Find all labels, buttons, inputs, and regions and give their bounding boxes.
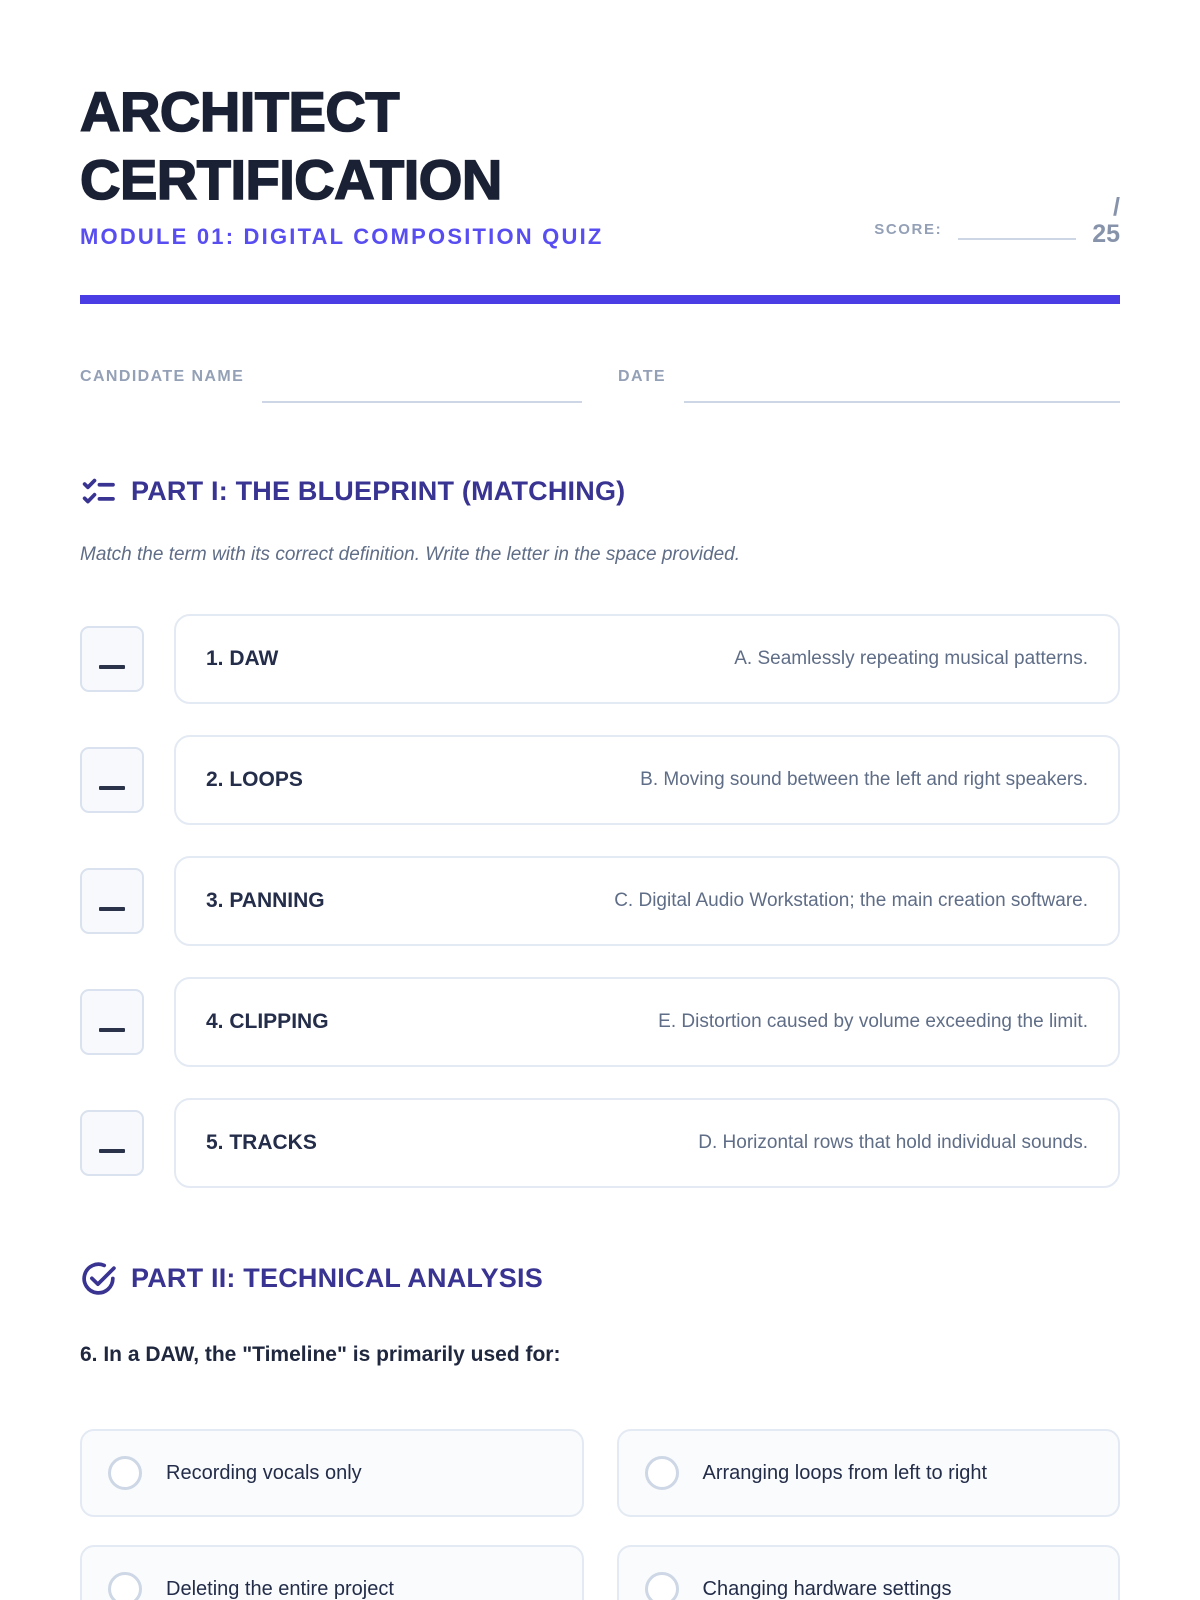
definition-label: C. Digital Audio Workstation; the main c… <box>614 890 1088 911</box>
score-slash: / <box>1113 193 1120 221</box>
option-deleting-project[interactable]: Deleting the entire project <box>80 1545 584 1600</box>
answer-box-5[interactable] <box>80 1110 144 1176</box>
match-card-4: 4. CLIPPING E. Distortion caused by volu… <box>174 977 1120 1067</box>
title-line-2: CERTIFICATION <box>79 147 503 212</box>
part1-instruction: Match the term with its correct definiti… <box>80 544 741 565</box>
answer-box-1[interactable] <box>80 626 144 692</box>
option-label: Changing hardware settings <box>702 1577 952 1600</box>
score-input-blank[interactable] <box>958 210 1077 240</box>
match-row-2: 2. LOOPS B. Moving sound between the lef… <box>80 735 1120 825</box>
answer-box-3[interactable] <box>80 868 144 934</box>
answer-box-2[interactable] <box>80 747 144 813</box>
option-label: Recording vocals only <box>166 1461 362 1484</box>
date-field: DATE <box>618 368 1120 403</box>
radio-button-icon[interactable] <box>644 1456 679 1490</box>
score-block: SCORE: / 25 <box>874 194 1120 248</box>
date-label: DATE <box>618 368 666 385</box>
question-6-options: Recording vocals only Arranging loops fr… <box>80 1429 1120 1600</box>
module-subtitle: MODULE 01: DIGITAL COMPOSITION QUIZ <box>80 224 604 249</box>
match-card-2: 2. LOOPS B. Moving sound between the lef… <box>174 735 1120 825</box>
candidate-fields: CANDIDATE NAME DATE <box>80 368 1120 403</box>
score-label: SCORE: <box>874 221 943 238</box>
blank-dash <box>99 786 125 790</box>
blank-dash <box>99 1149 125 1153</box>
option-arranging-loops[interactable]: Arranging loops from left to right <box>616 1429 1120 1517</box>
term-label: 5. TRACKS <box>206 1131 317 1154</box>
blank-dash <box>99 1028 125 1032</box>
definition-label: E. Distortion caused by volume exceeding… <box>658 1011 1088 1032</box>
radio-button-icon[interactable] <box>108 1456 142 1490</box>
part1-title: PART I: THE BLUEPRINT (MATCHING) <box>131 476 626 506</box>
date-blank[interactable] <box>683 368 1120 403</box>
score-max: 25 <box>1092 220 1120 248</box>
option-changing-hardware[interactable]: Changing hardware settings <box>616 1545 1120 1600</box>
part2-title: PART II: TECHNICAL ANALYSIS <box>131 1263 543 1293</box>
score-total: / 25 <box>1092 194 1120 248</box>
option-label: Arranging loops from left to right <box>702 1461 988 1484</box>
header: ARCHITECT CERTIFICATION MODULE 01: DIGIT… <box>79 78 1120 250</box>
matching-list: 1. DAW A. Seamlessly repeating musical p… <box>80 614 1120 1188</box>
candidate-name-blank[interactable] <box>262 368 582 403</box>
checklist-icon <box>82 478 115 504</box>
definition-label: B. Moving sound between the left and rig… <box>640 769 1088 790</box>
answer-box-4[interactable] <box>80 989 144 1055</box>
definition-label: D. Horizontal rows that hold individual … <box>698 1132 1088 1153</box>
definition-label: A. Seamlessly repeating musical patterns… <box>734 648 1088 669</box>
header-divider <box>80 295 1120 304</box>
term-label: 2. LOOPS <box>206 768 303 791</box>
part1-heading: PART I: THE BLUEPRINT (MATCHING) <box>80 473 1120 510</box>
term-label: 4. CLIPPING <box>206 1010 329 1033</box>
option-label: Deleting the entire project <box>166 1577 394 1600</box>
match-row-4: 4. CLIPPING E. Distortion caused by volu… <box>80 977 1120 1067</box>
page-title: ARCHITECT CERTIFICATION <box>79 78 1120 214</box>
match-card-1: 1. DAW A. Seamlessly repeating musical p… <box>174 614 1120 704</box>
match-row-3: 3. PANNING C. Digital Audio Workstation;… <box>80 856 1120 946</box>
term-label: 3. PANNING <box>206 889 325 912</box>
part2-heading: PART II: TECHNICAL ANALYSIS <box>80 1260 1120 1297</box>
radio-button-icon[interactable] <box>644 1572 679 1600</box>
blank-dash <box>99 907 125 911</box>
match-row-1: 1. DAW A. Seamlessly repeating musical p… <box>80 614 1120 704</box>
match-card-5: 5. TRACKS D. Horizontal rows that hold i… <box>174 1098 1120 1188</box>
task-check-icon <box>82 1262 116 1295</box>
term-label: 1. DAW <box>206 647 279 670</box>
title-line-1: ARCHITECT <box>79 79 400 144</box>
candidate-name-label: CANDIDATE NAME <box>80 368 245 385</box>
candidate-name-field: CANDIDATE NAME <box>80 368 582 403</box>
match-card-3: 3. PANNING C. Digital Audio Workstation;… <box>174 856 1120 946</box>
match-row-5: 5. TRACKS D. Horizontal rows that hold i… <box>80 1098 1120 1188</box>
radio-button-icon[interactable] <box>108 1572 142 1600</box>
option-recording-vocals-only[interactable]: Recording vocals only <box>80 1429 584 1517</box>
question-6: 6. In a DAW, the "Timeline" is primarily… <box>80 1343 561 1366</box>
blank-dash <box>99 665 125 669</box>
